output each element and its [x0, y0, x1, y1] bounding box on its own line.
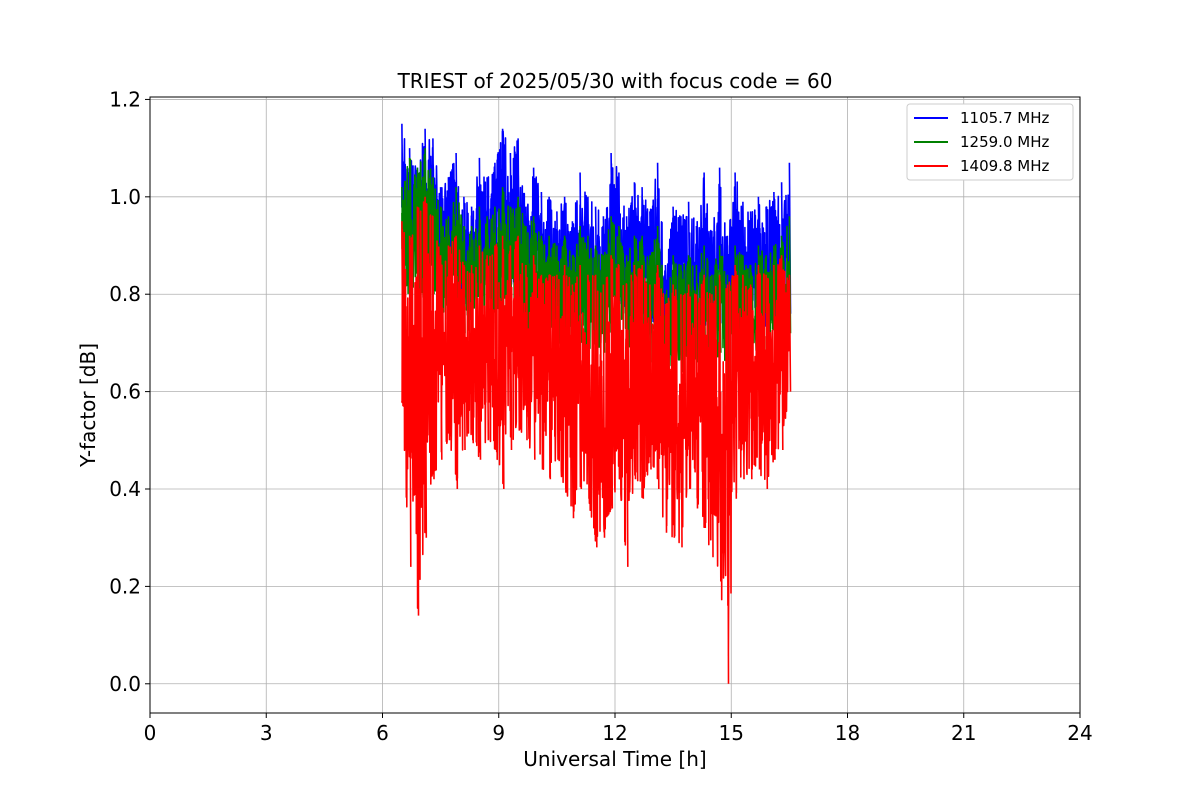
- data-layer: [401, 123, 792, 684]
- y-tick-label: 1.2: [109, 87, 141, 111]
- series-line-3: [401, 196, 792, 684]
- y-tick-label: 0.0: [109, 672, 141, 696]
- y-tick-label: 1.0: [109, 185, 141, 209]
- y-tick-label: 0.8: [109, 282, 141, 306]
- legend: 1105.7 MHz 1259.0 MHz 1409.8 MHz: [906, 103, 1074, 181]
- y-axis-title: Y-factor [dB]: [76, 343, 100, 468]
- x-tick-label: 21: [951, 721, 976, 745]
- x-tick-label: 0: [144, 721, 157, 745]
- legend-box: [906, 103, 1074, 181]
- chart-title: TRIEST of 2025/05/30 with focus code = 6…: [397, 69, 833, 93]
- legend-label-2: 1259.0 MHz: [960, 133, 1049, 151]
- x-tick-label: 3: [260, 721, 273, 745]
- x-tick-label: 18: [835, 721, 860, 745]
- x-tick-label: 9: [492, 721, 505, 745]
- legend-label-3: 1409.8 MHz: [960, 157, 1049, 175]
- y-tick-label: 0.6: [109, 380, 141, 404]
- y-tick-label: 0.4: [109, 477, 141, 501]
- tick-layer: 0 3 6 9 12 15 18 21 24 0.0 0.2 0.4 0.6 0.8 1.0 1.2: [109, 87, 1093, 745]
- x-tick-label: 6: [376, 721, 389, 745]
- legend-label-1: 1105.7 MHz: [960, 109, 1049, 127]
- x-tick-label: 24: [1067, 721, 1092, 745]
- x-axis-title: Universal Time [h]: [523, 747, 706, 771]
- y-tick-label: 0.2: [109, 574, 141, 598]
- x-tick-label: 15: [719, 721, 744, 745]
- x-tick-label: 12: [602, 721, 627, 745]
